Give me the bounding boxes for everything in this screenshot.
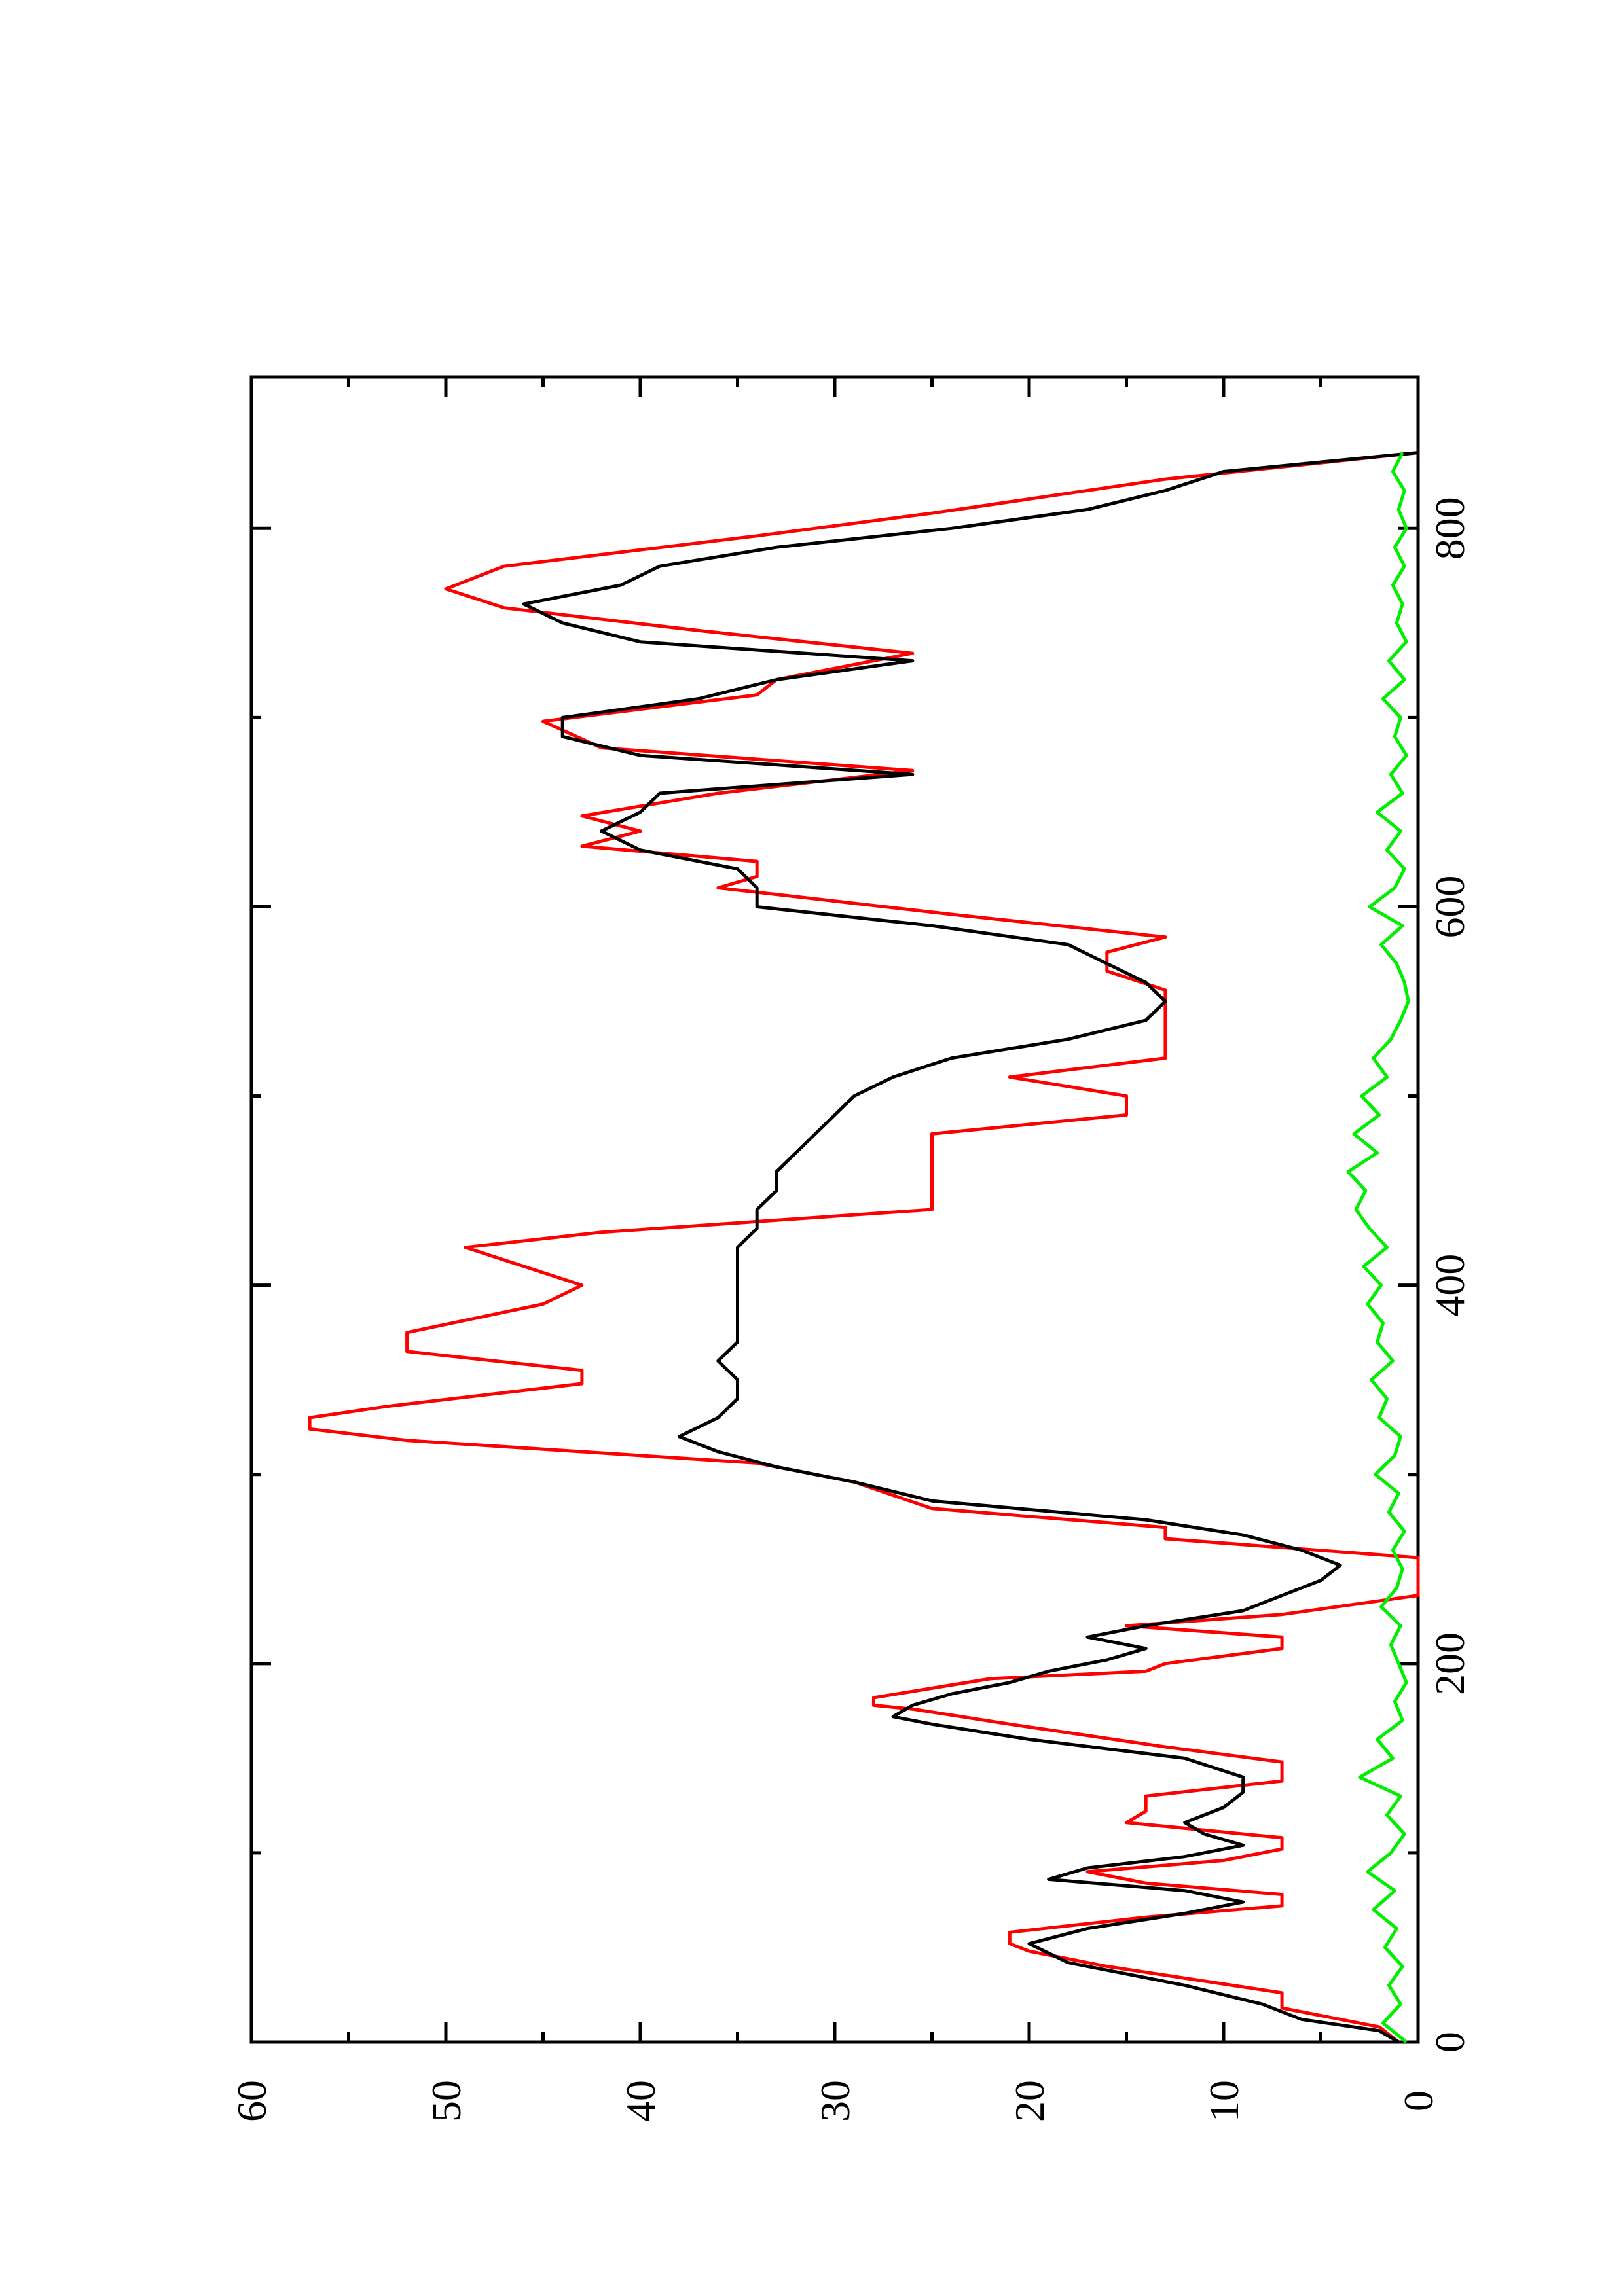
x-tick-label: 200 xyxy=(1427,1632,1473,1695)
y-tick-label: 10 xyxy=(1201,2080,1247,2122)
y-tick-label: 40 xyxy=(617,2080,664,2122)
series-line-2 xyxy=(522,451,1419,2044)
y-tick-label: 60 xyxy=(228,2080,275,2122)
x-tick-label: 600 xyxy=(1427,875,1473,938)
tick-labels: 0 200 400 600 800 0 10 20 30 40 50 60 xyxy=(228,497,1473,2122)
x-tick-label: 800 xyxy=(1427,497,1473,560)
y-tick-label: 50 xyxy=(423,2080,469,2122)
y-tick-label: 30 xyxy=(812,2080,858,2122)
series-lines xyxy=(308,451,1420,2044)
y-tick-label: 0 xyxy=(1395,2090,1442,2111)
series-line-3 xyxy=(1346,452,1410,2043)
x-tick-label: 0 xyxy=(1427,2032,1473,2053)
x-tick-label: 400 xyxy=(1427,1254,1473,1317)
axis-ticks xyxy=(249,377,1420,2044)
series-line-1 xyxy=(308,451,1420,2043)
y-tick-label: 20 xyxy=(1006,2080,1053,2122)
